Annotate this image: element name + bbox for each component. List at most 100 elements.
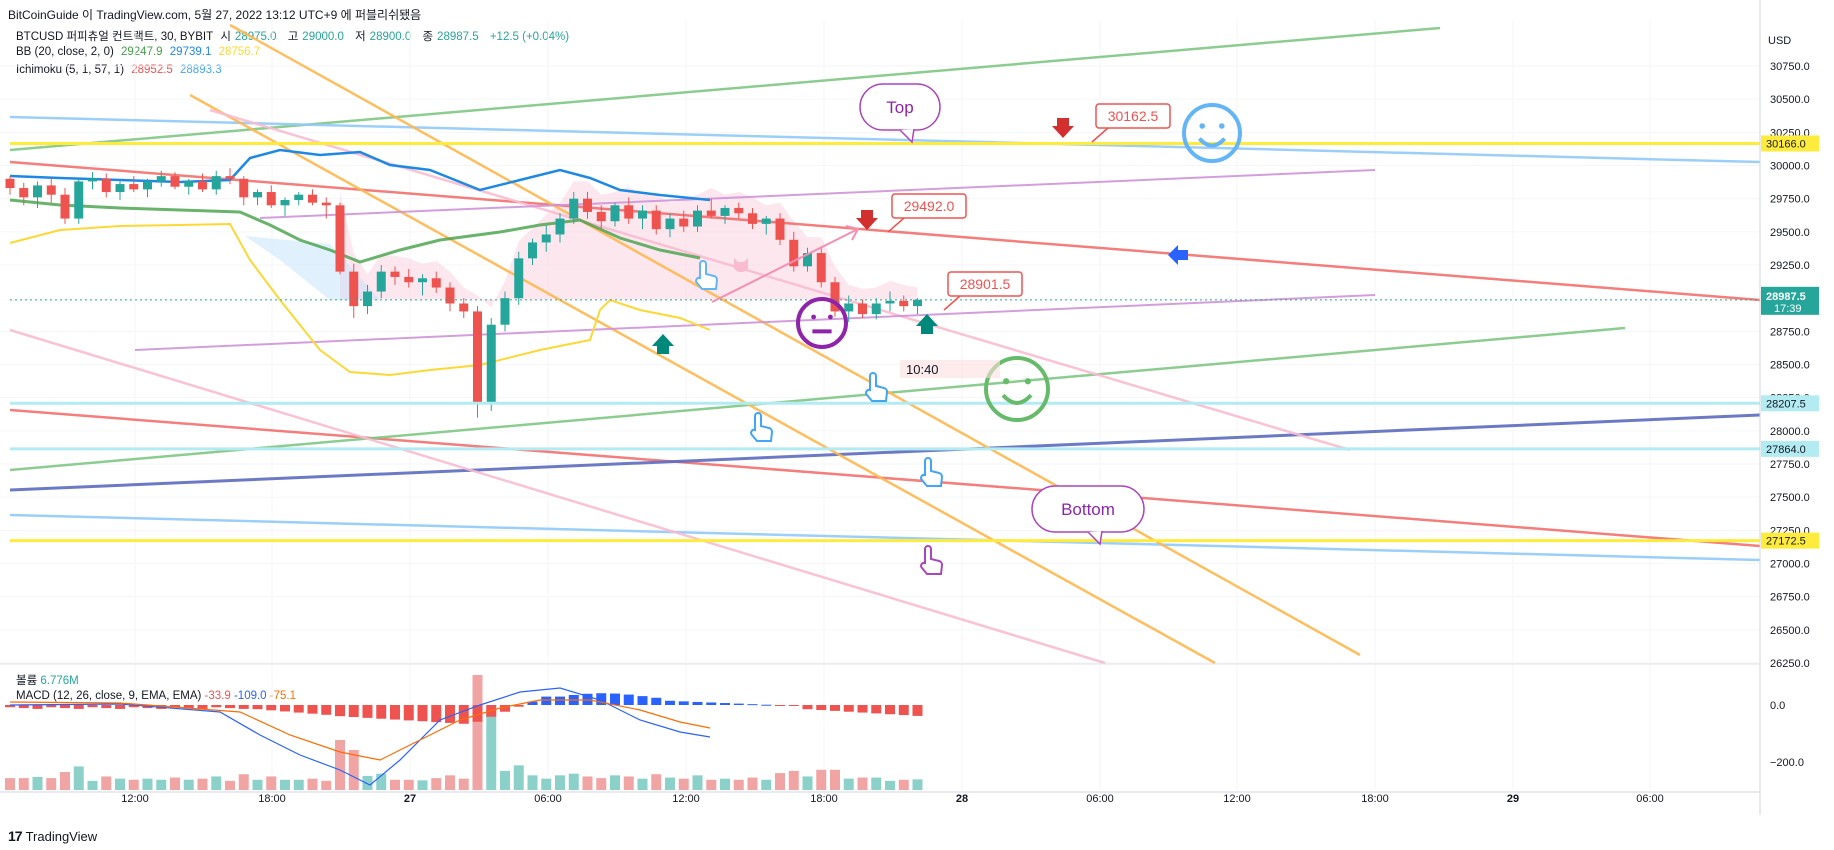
price-tick: 29250.0 <box>1770 260 1810 272</box>
candle-body <box>789 239 799 267</box>
price-tick: 27750.0 <box>1770 459 1810 471</box>
candle <box>115 181 125 200</box>
volume-bar <box>321 780 332 790</box>
price-badge-text: 27172.5 <box>1766 536 1806 548</box>
candle <box>486 318 496 411</box>
candle-body <box>74 181 84 219</box>
volume-bar <box>486 710 497 790</box>
callout-bottom-tail <box>1087 530 1103 546</box>
candle <box>830 276 840 317</box>
price-label-30162-text: 30162.5 <box>1108 108 1159 124</box>
candle <box>33 181 42 208</box>
candle <box>638 205 647 230</box>
upside-face-icon <box>984 356 1050 422</box>
macd-hist-bar <box>912 705 923 716</box>
candle <box>390 266 400 285</box>
high-value: 29000.0 <box>302 31 344 43</box>
arrow-down-icon <box>856 210 878 230</box>
price-tick: 29500.0 <box>1770 227 1810 239</box>
projection-arrowhead <box>845 225 860 241</box>
candle-body <box>321 202 331 206</box>
candle <box>418 274 427 296</box>
volume-bar <box>816 769 827 790</box>
macd-hist-bar <box>101 705 112 709</box>
time-tick: 06:00 <box>1086 793 1114 805</box>
projection-line <box>711 229 857 303</box>
price-label-28901-text: 28901.5 <box>960 276 1011 292</box>
volume-bar <box>417 780 428 790</box>
candle-body <box>253 192 262 198</box>
macd-hist-bar <box>885 705 895 715</box>
price-label-29492: 29492.0 <box>887 193 967 233</box>
price-badge <box>1761 395 1819 412</box>
macd-hist-bar <box>252 705 263 710</box>
candle-body <box>775 218 785 240</box>
price-tick: 28000.0 <box>1770 426 1810 438</box>
macd-hist-bar <box>857 705 868 713</box>
smiley-face-icon-mouth <box>1197 137 1227 148</box>
symbol-legend: BTCUSD 퍼피츄얼 컨트랙트, 30, BYBIT 시 28975.0 고 29… <box>16 31 570 43</box>
volume-bar <box>5 778 15 790</box>
candle <box>706 198 716 219</box>
arrow-left-icon <box>1168 245 1188 265</box>
candle-body <box>33 185 42 198</box>
time-tick: 18:00 <box>810 793 838 805</box>
macd-hist-bar <box>445 705 455 723</box>
hand-pointer-icon-shape <box>920 457 943 487</box>
channel-orange-lower <box>189 93 1216 665</box>
macd-hist-bar <box>775 705 785 706</box>
bb-upper-line <box>9 148 711 202</box>
price-tick: 26500.0 <box>1770 625 1810 637</box>
volume-bar <box>73 766 84 790</box>
macd-hist-bar <box>32 705 43 709</box>
volume-bar <box>390 779 400 790</box>
candle <box>720 205 730 224</box>
candle <box>376 265 386 299</box>
macd-hist-bar <box>788 705 799 706</box>
macd-hist-bar <box>637 696 648 705</box>
volume-bar <box>280 779 290 790</box>
neutral-face-icon-outline <box>796 297 848 349</box>
candle <box>624 197 634 224</box>
candle-body <box>569 198 579 219</box>
volume-bar <box>431 778 442 790</box>
hand-pointer-icon <box>920 545 943 575</box>
callout-top-text: Top <box>886 98 913 117</box>
macd-hist-bar <box>280 705 290 712</box>
volume-bar <box>183 779 194 790</box>
volume-bar <box>898 779 909 790</box>
candle-body <box>555 218 565 235</box>
price-label-28901-pointer <box>943 295 961 311</box>
candle <box>404 268 414 288</box>
footer-brand: TradingView <box>25 828 98 844</box>
smiley-face-icon-eye <box>1219 123 1225 129</box>
volume-bar <box>101 776 112 790</box>
macd-hist-bar <box>362 705 373 718</box>
candle-body <box>198 181 207 190</box>
volume-bar <box>266 776 277 790</box>
signal-line <box>9 699 711 761</box>
candle <box>693 205 702 232</box>
candle-body <box>830 282 840 312</box>
candle <box>349 263 359 319</box>
time-tick: 06:00 <box>1636 793 1664 805</box>
price-badge <box>1761 135 1819 152</box>
candle-body <box>143 181 152 190</box>
hand-pointer-icon-shape <box>865 372 888 402</box>
macd-hist-bar <box>46 705 57 708</box>
candle <box>899 295 909 312</box>
time-label: 10:40 <box>906 362 939 377</box>
candle-body <box>706 210 716 216</box>
time-tick: 12:00 <box>1223 793 1251 805</box>
hand-pointer-icon <box>750 412 773 442</box>
change-value: +12.5 (+0.04%) <box>489 31 570 43</box>
candle <box>129 176 139 193</box>
trendline-green-lower <box>9 326 1626 472</box>
candle-body <box>115 184 125 193</box>
smiley-face-icon <box>1182 103 1242 163</box>
volume-bar <box>885 780 895 790</box>
candle-body <box>761 218 771 224</box>
pink-cat-icon <box>734 258 748 273</box>
volume-bar <box>252 779 263 790</box>
